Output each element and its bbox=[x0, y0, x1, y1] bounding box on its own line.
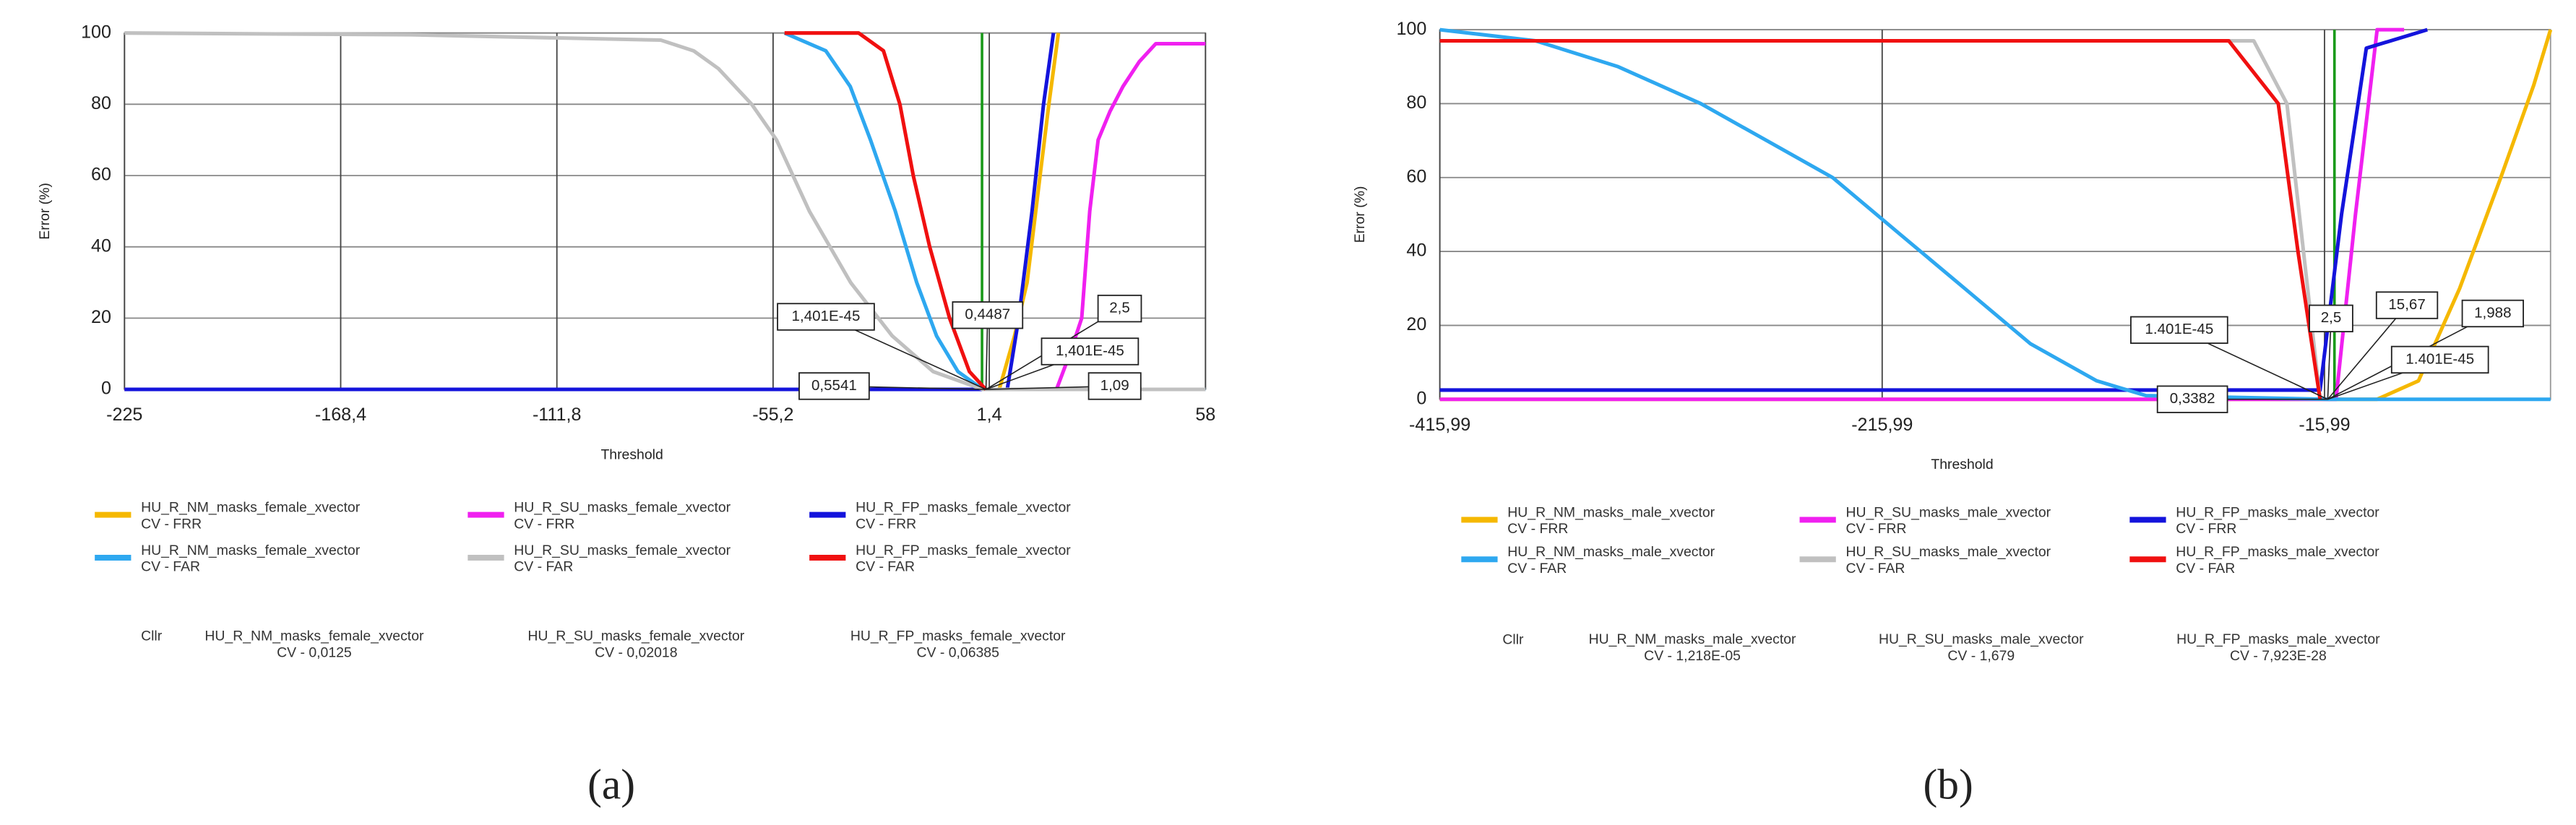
legend-label: HU_R_FP_masks_female_xvector CV - FRR bbox=[856, 500, 1071, 532]
legend-label: HU_R_NM_masks_female_xvector CV - FAR bbox=[141, 543, 361, 575]
panel-label: (b) bbox=[1923, 760, 1973, 808]
legend-label: HU_R_FP_masks_male_xvector CV - FRR bbox=[2176, 504, 2379, 537]
callout-box bbox=[2309, 304, 2353, 332]
x-tick-label: 58 bbox=[1195, 405, 1215, 425]
callout-box bbox=[1097, 294, 1142, 323]
callout-text: 0,3382 bbox=[2170, 390, 2215, 407]
legend-label: HU_R_SU_masks_male_xvector CV - FRR bbox=[1845, 504, 2051, 537]
callout-box bbox=[2375, 291, 2439, 319]
panel-label: (a) bbox=[587, 760, 635, 808]
callout-text: 0,4487 bbox=[965, 306, 1010, 323]
cllr-value: HU_R_FP_masks_male_xvector CV - 7,923E-28 bbox=[2176, 631, 2380, 664]
callout-box bbox=[2156, 385, 2228, 413]
callout-box bbox=[798, 372, 870, 400]
callout-text: 1.401E-45 bbox=[2405, 350, 2474, 367]
chart-panel: 0 20 40 60 80 100 -415,99 -215,99 -15,99 Threshol… bbox=[1352, 19, 2553, 808]
y-tick-label: 20 bbox=[91, 307, 111, 327]
cllr-value: HU_R_NM_masks_female_xvector CV - 0,0125 bbox=[204, 629, 424, 661]
cllr-value: HU_R_NM_masks_male_xvector CV - 1,218E-05 bbox=[1589, 631, 1796, 664]
x-tick-label: -415,99 bbox=[1409, 415, 1470, 435]
callout-line bbox=[2327, 305, 2408, 400]
cllr-value: HU_R_SU_masks_female_xvector CV - 0,02018 bbox=[527, 629, 744, 661]
y-tick-label: 100 bbox=[1396, 19, 1426, 39]
x-tick-label: -15,99 bbox=[2299, 415, 2350, 435]
y-tick-label: 100 bbox=[81, 22, 111, 42]
callout-box bbox=[2461, 299, 2524, 328]
callout-box bbox=[2130, 316, 2228, 344]
y-tick-label: 40 bbox=[1406, 241, 1426, 261]
x-tick-label: -168,4 bbox=[315, 405, 366, 425]
legend-label: HU_R_NM_masks_female_xvector CV - FRR bbox=[141, 500, 361, 532]
y-tick-label: 0 bbox=[1416, 388, 1426, 408]
series-line bbox=[124, 41, 1206, 392]
series-line bbox=[1439, 27, 2551, 402]
legend-label: HU_R_FP_masks_male_xvector CV - FAR bbox=[2176, 544, 2379, 576]
callout-box bbox=[1041, 337, 1140, 366]
callout-box bbox=[2390, 345, 2489, 374]
x-axis-label: Threshold bbox=[1931, 457, 1993, 472]
y-tick-label: 80 bbox=[91, 93, 111, 113]
callout-text: 2,5 bbox=[2321, 309, 2342, 326]
legend-label: HU_R_SU_masks_female_xvector CV - FAR bbox=[514, 543, 731, 575]
y-tick-label: 20 bbox=[1406, 314, 1426, 334]
y-tick-label: 60 bbox=[1406, 166, 1426, 186]
callout-text: 1.401E-45 bbox=[2145, 321, 2213, 337]
legend-label: HU_R_SU_masks_female_xvector CV - FRR bbox=[514, 500, 731, 532]
callout-text: 1,401E-45 bbox=[792, 308, 861, 324]
callout-text: 1,988 bbox=[2474, 304, 2511, 321]
series-line bbox=[1439, 38, 2322, 400]
series-line bbox=[784, 31, 988, 391]
y-tick-label: 0 bbox=[101, 379, 111, 399]
callout-box bbox=[1087, 372, 1142, 400]
callout-text: 1,09 bbox=[1100, 377, 1129, 394]
chart-panel: 0 20 40 60 80 100 -225 -168,4 -111,8 -55,2 1,4 58 Th… bbox=[37, 22, 1215, 808]
y-tick-label: 80 bbox=[1406, 92, 1426, 113]
x-tick-label: -55,2 bbox=[752, 405, 793, 425]
series-line bbox=[1439, 27, 2405, 402]
callout-text: 15,67 bbox=[2388, 296, 2425, 313]
callout-text: 0,5541 bbox=[811, 377, 857, 394]
legend-label: HU_R_FP_masks_female_xvector CV - FAR bbox=[856, 543, 1071, 575]
plot-area bbox=[124, 32, 1207, 390]
plot-area bbox=[1439, 29, 2551, 400]
y-tick-label: 40 bbox=[91, 236, 111, 256]
cllr-value: HU_R_FP_masks_female_xvector CV - 0,06385 bbox=[850, 629, 1066, 661]
x-tick-label: 1,4 bbox=[977, 405, 1002, 425]
callout-box bbox=[952, 301, 1024, 329]
cllr-label: Cllr bbox=[1502, 631, 1524, 647]
series-line bbox=[124, 31, 1206, 392]
series-line bbox=[783, 31, 1206, 392]
legend-label: HU_R_NM_masks_male_xvector CV - FAR bbox=[1507, 544, 1715, 576]
y-tick-label: 60 bbox=[91, 165, 111, 185]
callout-text: 2,5 bbox=[1109, 300, 1130, 316]
callout-box bbox=[777, 303, 875, 331]
x-tick-label: -225 bbox=[106, 405, 142, 425]
callout-text: 1,401E-45 bbox=[1056, 342, 1124, 359]
x-tick-label: -215,99 bbox=[1851, 415, 1913, 435]
cllr-label: Cllr bbox=[141, 629, 163, 644]
legend-label: HU_R_NM_masks_male_xvector CV - FRR bbox=[1507, 504, 1715, 537]
cllr-value: HU_R_SU_masks_male_xvector CV - 1,679 bbox=[1879, 631, 2084, 664]
x-axis-label: Threshold bbox=[600, 447, 663, 463]
x-tick-label: -111,8 bbox=[533, 405, 581, 425]
legend-label: HU_R_SU_masks_male_xvector CV - FAR bbox=[1845, 544, 2051, 576]
y-axis-label: Error (%) bbox=[1352, 186, 1368, 243]
y-axis-label: Error (%) bbox=[37, 183, 53, 240]
series-line bbox=[1439, 27, 2428, 392]
